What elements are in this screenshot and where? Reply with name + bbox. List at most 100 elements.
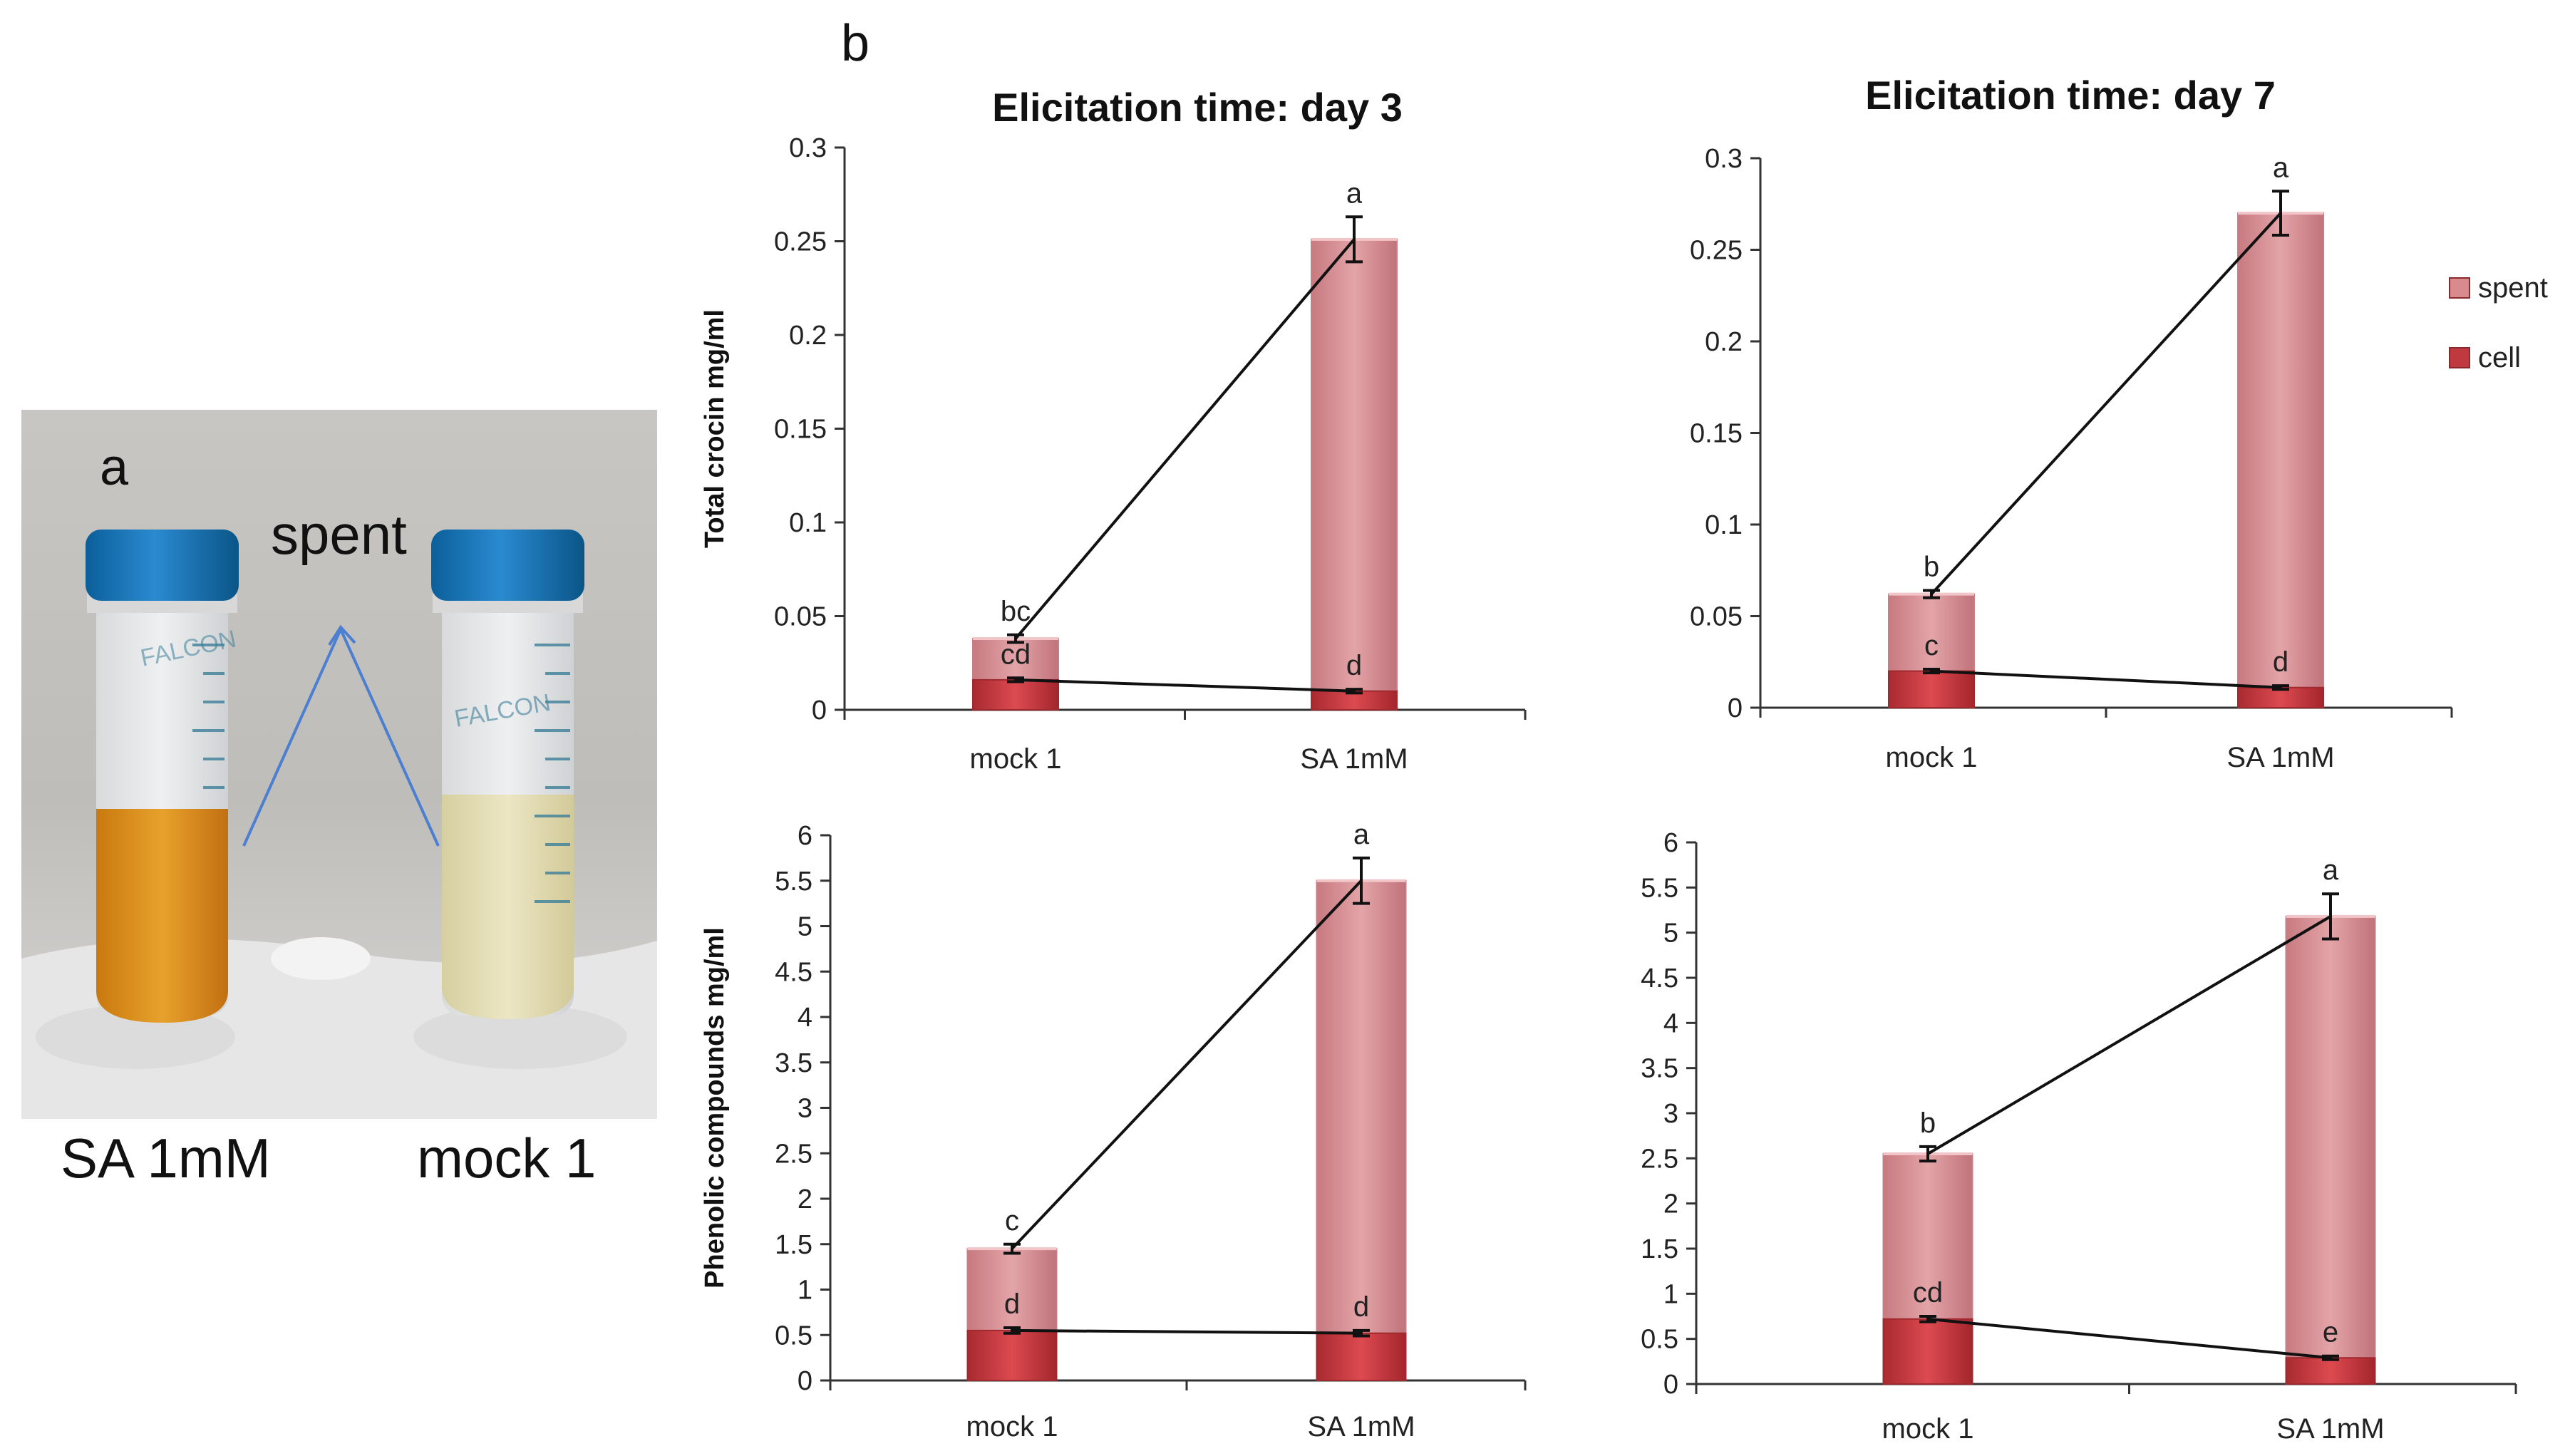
significance-letter-spent: a <box>1346 177 1363 209</box>
error-bar-spent <box>1923 589 1940 599</box>
y-tick-label: 0 <box>1663 1370 1678 1400</box>
y-axis-label: Phenolic compounds mg/ml <box>700 927 730 1289</box>
bar-cell <box>1882 1318 1973 1385</box>
y-tick-label: 0.15 <box>1690 419 1743 449</box>
significance-letter-cell: c <box>1924 630 1939 661</box>
tube-photo-drawing: FALCON FALCON <box>21 410 657 1119</box>
significance-letter-cell: d <box>1004 1289 1020 1320</box>
error-bar-spent <box>1007 633 1024 644</box>
error-bar-spent <box>1346 215 1363 264</box>
y-tick-label: 0.05 <box>1690 602 1743 632</box>
y-tick-label: 5.5 <box>1641 873 1678 903</box>
bar-spent <box>1311 238 1398 711</box>
trend-line-cell <box>1927 1317 2331 1360</box>
bar-cell <box>1888 670 1975 708</box>
y-tick-label: 0.5 <box>1641 1325 1678 1355</box>
chart-2: Elicitation time: day 7 0 0.05 0.1 0.15 0.2 0.… <box>1690 73 2453 773</box>
legend-label: cell <box>2478 342 2521 373</box>
y-tick-label: 0.2 <box>789 321 827 351</box>
y-tick-label: 0 <box>1728 693 1743 723</box>
category-label: mock 1 <box>970 743 1062 775</box>
y-tick-label: 3 <box>798 1094 812 1124</box>
error-bar-spent <box>1919 1145 1936 1163</box>
bar-cell <box>1316 1332 1407 1381</box>
legend-item-cell: cell <box>2449 342 2521 373</box>
trend-line-cell <box>1011 1328 1362 1335</box>
trend-line-spent <box>1014 238 1356 640</box>
error-bar-cell <box>1353 1328 1370 1338</box>
y-tick-label: 5.5 <box>775 867 812 897</box>
trend-line-spent <box>1011 879 1363 1250</box>
spent-label: spent <box>271 503 407 566</box>
y-tick-label: 0.25 <box>774 227 827 257</box>
significance-letter-spent: a <box>2323 855 2339 886</box>
trend-line-cell <box>1931 669 2281 689</box>
y-tick-label: 0.2 <box>1705 327 1743 357</box>
category-label: SA 1mM <box>1300 743 1408 775</box>
y-tick-label: 4.5 <box>1641 964 1678 993</box>
error-bar-cell <box>1346 688 1363 695</box>
y-tick-label: 1 <box>798 1276 812 1306</box>
y-tick-label: 0.3 <box>1705 144 1743 174</box>
left-tube-label: SA 1mM <box>61 1127 271 1189</box>
y-tick-label: 4 <box>1663 1008 1678 1038</box>
error-bar-cell <box>2272 684 2289 691</box>
chart-title: Elicitation time: day 7 <box>1865 73 2276 118</box>
legend-swatch <box>2449 277 2470 299</box>
y-tick-label: 0.15 <box>774 415 827 445</box>
y-tick-label: 5 <box>1663 919 1678 949</box>
category-label: SA 1mM <box>1307 1411 1415 1442</box>
chart-3: Phenolic compounds mg/ml 0 0.5 1 1.5 2 2.5 3 3.5… <box>700 819 1527 1442</box>
left-tube-cap <box>86 530 239 601</box>
legend: spent cell <box>2449 272 2548 373</box>
y-tick-label: 2 <box>1663 1189 1678 1219</box>
error-bar-cell <box>1923 668 1940 675</box>
y-tick-label: 3.5 <box>775 1048 812 1078</box>
chart-title: Elicitation time: day 3 <box>992 85 1403 130</box>
y-tick-label: 0.1 <box>789 508 827 538</box>
y-tick-label: 2.5 <box>775 1139 812 1169</box>
significance-letter-cell: d <box>1353 1291 1369 1323</box>
y-tick-label: 3.5 <box>1641 1054 1678 1084</box>
tube-photo: FALCON FALCON <box>21 410 657 1119</box>
significance-letter-spent: a <box>2273 152 2289 183</box>
left-tube: FALCON <box>86 530 239 1023</box>
legend-item-spent: spent <box>2449 272 2548 304</box>
significance-letter-spent: c <box>1005 1205 1019 1236</box>
y-tick-label: 3 <box>1663 1099 1678 1129</box>
category-label: mock 1 <box>966 1411 1058 1442</box>
legend-swatch <box>2449 347 2470 368</box>
significance-letter-spent: a <box>1353 819 1370 850</box>
significance-letter-cell: e <box>2323 1317 2338 1348</box>
error-bar-cell <box>1919 1315 1936 1323</box>
y-axis-label: Total crocin mg/ml <box>700 309 730 548</box>
error-bar-spent <box>2322 892 2339 941</box>
y-tick-label: 0.05 <box>774 602 827 632</box>
y-tick-label: 0 <box>812 696 827 726</box>
y-tick-label: 0.3 <box>789 133 827 163</box>
significance-letter-cell: cd <box>1001 639 1031 670</box>
significance-letter-cell: d <box>2273 646 2288 678</box>
panel-a-letter: a <box>100 439 129 496</box>
y-tick-label: 0.1 <box>1705 510 1743 540</box>
bar-spent <box>2237 212 2324 709</box>
y-tick-label: 0 <box>798 1366 812 1396</box>
bar-cell <box>2285 1357 2376 1385</box>
error-bar-cell <box>2322 1354 2339 1361</box>
right-tube: FALCON <box>431 530 584 1019</box>
panel-b-letter: b <box>841 15 870 72</box>
error-bar-spent <box>1353 856 1370 905</box>
bar-cell <box>2237 686 2324 708</box>
bar-spent <box>2285 915 2376 1385</box>
category-label: SA 1mM <box>2276 1413 2384 1445</box>
category-label: SA 1mM <box>2226 742 2334 773</box>
significance-letter-spent: b <box>1924 552 1939 583</box>
y-tick-label: 1 <box>1663 1279 1678 1309</box>
trend-line-spent <box>1930 212 2282 596</box>
legend-label: spent <box>2478 272 2548 304</box>
error-bar-cell <box>1007 676 1024 683</box>
error-bar-spent <box>2272 190 2289 237</box>
significance-letter-spent: b <box>1920 1108 1936 1139</box>
y-tick-label: 0.5 <box>775 1321 812 1351</box>
